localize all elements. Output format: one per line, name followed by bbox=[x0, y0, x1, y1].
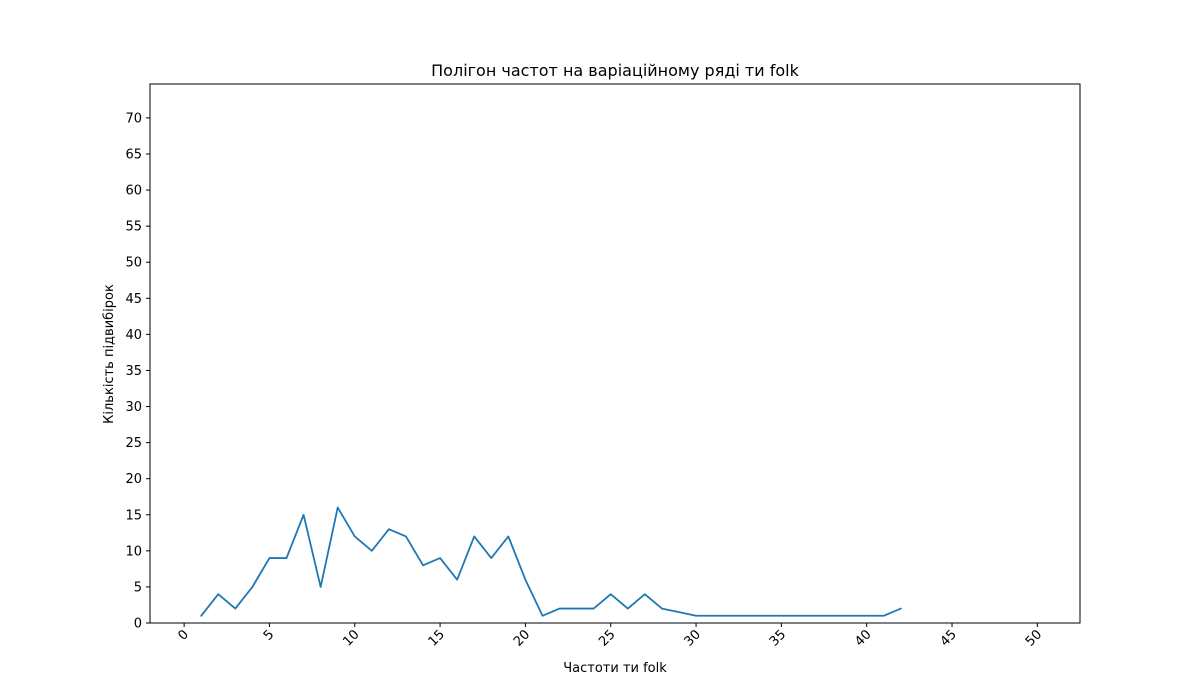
plot-frame bbox=[149, 83, 1081, 624]
y-axis-label: Кількість підвибірок bbox=[102, 284, 117, 424]
x-tick-label: 15 bbox=[426, 627, 448, 649]
plot-area bbox=[149, 83, 1081, 624]
y-tick-label: 65 bbox=[125, 147, 142, 162]
y-tick-label: 25 bbox=[125, 436, 142, 451]
x-tick-label: 25 bbox=[596, 627, 618, 649]
y-tick-label: 45 bbox=[125, 292, 142, 307]
x-tick-label: 5 bbox=[261, 627, 277, 643]
y-tick-label: 10 bbox=[125, 544, 142, 559]
x-tick-label: 10 bbox=[340, 627, 362, 649]
x-axis-label: Частоти ти folk bbox=[563, 661, 667, 676]
series-line-0 bbox=[200, 506, 902, 617]
y-axis: 0 5 10 15 20 25 30 35 40 45 50 55 60 65 70 bbox=[125, 111, 150, 632]
y-tick-label: 70 bbox=[125, 111, 142, 126]
y-tick-label: 0 bbox=[134, 617, 142, 632]
y-tick-label: 55 bbox=[125, 220, 142, 235]
y-tick-label: 15 bbox=[125, 508, 142, 523]
x-tick-label: 30 bbox=[682, 627, 704, 649]
x-tick-label: 0 bbox=[175, 627, 191, 643]
x-tick-label: 50 bbox=[1023, 627, 1045, 649]
x-tick-label: 40 bbox=[852, 627, 874, 649]
y-tick-label: 35 bbox=[125, 364, 142, 379]
x-tick-label: 20 bbox=[511, 627, 533, 649]
y-tick-label: 60 bbox=[125, 184, 142, 199]
y-tick-label: 30 bbox=[125, 400, 142, 415]
x-tick-label: 45 bbox=[938, 627, 960, 649]
y-tick-label: 20 bbox=[125, 472, 142, 487]
chart-title: Полігон частот на варіаційному ряді ти f… bbox=[431, 61, 799, 80]
y-tick-label: 5 bbox=[134, 580, 142, 595]
x-axis: 0 5 10 15 20 25 30 35 40 45 50 bbox=[175, 623, 1045, 650]
y-tick-label: 50 bbox=[125, 256, 142, 271]
y-tick-label: 40 bbox=[125, 328, 142, 343]
x-tick-label: 35 bbox=[767, 627, 789, 649]
